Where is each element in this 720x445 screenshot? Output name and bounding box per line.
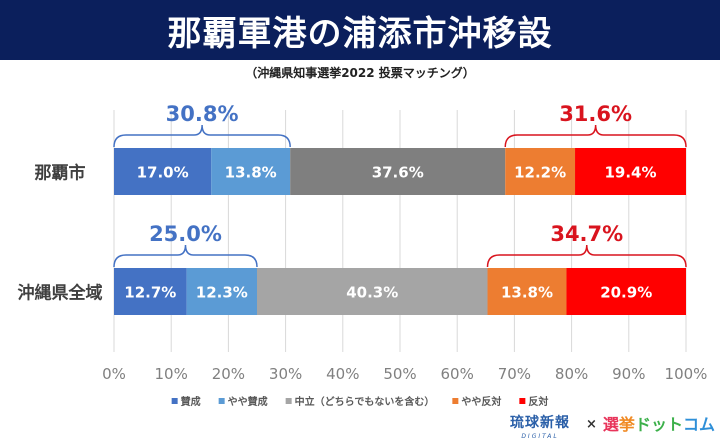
legend-swatch: [519, 398, 526, 404]
bracket-oppose: [504, 124, 687, 148]
bar-segment: [575, 148, 686, 195]
x-tick-label: 70%: [498, 365, 531, 383]
bracket-total-label-support: 25.0%: [149, 222, 222, 246]
bar-data-label: 13.8%: [225, 164, 277, 182]
bracket-total-label-oppose: 34.7%: [550, 222, 623, 246]
title-bar: 那覇軍港の浦添市沖移設: [0, 0, 720, 60]
footer-logos: 琉球新報 DIGITAL × 選挙ドットコム: [500, 416, 715, 444]
bracket-support: [113, 244, 258, 268]
bar-segment: [566, 268, 686, 315]
legend-label: やや反対: [461, 395, 501, 408]
x-tick-label: 50%: [383, 365, 416, 383]
legend-label: 中立（どちらでもないを含む）: [295, 395, 435, 408]
bar-data-label: 12.2%: [514, 164, 566, 182]
bar-segment: [114, 268, 187, 315]
legend-swatch: [452, 398, 459, 404]
x-tick-label: 80%: [555, 365, 588, 383]
x-tick-label: 10%: [155, 365, 188, 383]
bar-segment: [487, 268, 567, 315]
bracket-support: [113, 124, 291, 148]
x-tick-label: 100%: [665, 365, 708, 383]
x-tick-label: 90%: [612, 365, 645, 383]
legend-label: やや賛成: [228, 395, 268, 408]
bar-segment: [186, 268, 257, 315]
senkyo-logo-part: 挙: [618, 415, 635, 434]
ryukyu-shimpo-logo-block: 琉球新報 DIGITAL: [500, 415, 580, 441]
legend-label: 反対: [528, 395, 548, 408]
bracket-total-label-oppose: 31.6%: [559, 102, 632, 126]
senkyo-logo-part: ドット: [634, 415, 683, 434]
bar-data-label: 13.8%: [501, 284, 553, 302]
x-tick-label: 30%: [269, 365, 302, 383]
category-label: 沖縄県全域: [18, 283, 103, 304]
ryukyu-shimpo-logo: 琉球新報: [510, 415, 570, 431]
bar-segment: [114, 148, 212, 195]
x-tick-label: 60%: [441, 365, 474, 383]
senkyo-logo-part: コム: [682, 415, 715, 434]
bar-data-label: 20.9%: [600, 284, 652, 302]
x-tick-label: 20%: [212, 365, 245, 383]
x-tick-label: 40%: [326, 365, 359, 383]
bar-data-label: 12.3%: [196, 284, 248, 302]
bar-segment: [211, 148, 291, 195]
bar-segment: [505, 148, 576, 195]
ryukyu-shimpo-logo-sub: DIGITAL: [521, 433, 559, 440]
bar-data-label: 40.3%: [346, 284, 398, 302]
bar-data-label: 12.7%: [124, 284, 176, 302]
legend-label: 賛成: [181, 395, 201, 408]
legend-swatch: [218, 398, 225, 404]
bar-segment: [257, 268, 488, 315]
senkyo-logo-part: 選: [602, 415, 619, 434]
x-tick-label: 0%: [102, 365, 126, 383]
legend-swatch: [171, 398, 178, 404]
bar-data-label: 37.6%: [372, 164, 424, 182]
chart-subtitle: （沖縄県知事選挙2022 投票マッチング）: [245, 66, 475, 80]
legend-swatch: [285, 398, 292, 404]
bar-data-label: 19.4%: [604, 164, 656, 182]
category-label: 那覇市: [35, 163, 86, 184]
bracket-total-label-support: 30.8%: [166, 102, 239, 126]
bar-segment: [290, 148, 506, 195]
bar-data-label: 17.0%: [137, 164, 189, 182]
senkyo-dotcom-logo: 選挙ドットコム: [603, 416, 715, 434]
chart-title: 那覇軍港の浦添市沖移設: [167, 13, 553, 54]
bracket-oppose: [486, 244, 687, 268]
collab-times-symbol: ×: [586, 417, 597, 432]
